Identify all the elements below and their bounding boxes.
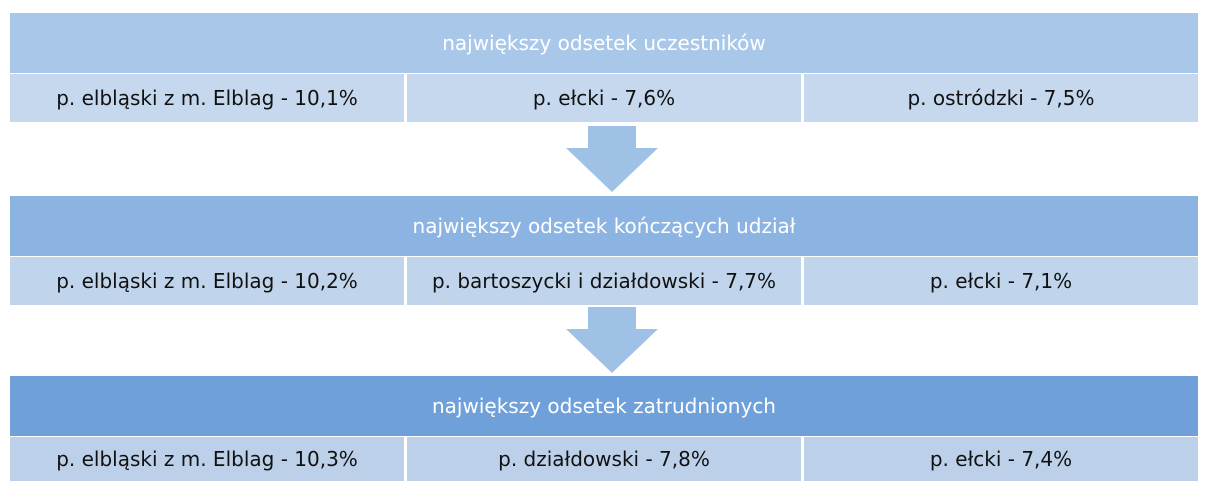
item: p. elbląski z m. Elblag - 10,1% (10, 74, 404, 122)
arrow (566, 307, 658, 373)
item: p. ełcki - 7,1% (804, 257, 1198, 305)
item: p. ełcki - 7,4% (804, 437, 1198, 481)
item: p. ostródzki - 7,5% (804, 74, 1198, 122)
item: p. elbląski z m. Elblag - 10,3% (10, 437, 404, 481)
item-row: p. elbląski z m. Elblag - 10,3% p. dział… (10, 437, 1198, 481)
item: p. elbląski z m. Elblag - 10,2% (10, 257, 404, 305)
section-title: największy odsetek kończących udział (10, 196, 1198, 256)
arrow (566, 126, 658, 192)
item: p. ełcki - 7,6% (407, 74, 801, 122)
section-title: największy odsetek zatrudnionych (10, 376, 1198, 436)
item: p. bartoszycki i działdowski - 7,7% (407, 257, 801, 305)
section-title: największy odsetek uczestników (10, 13, 1198, 73)
item: p. działdowski - 7,8% (407, 437, 801, 481)
item-row: p. elbląski z m. Elblag - 10,2% p. barto… (10, 257, 1198, 305)
item-row: p. elbląski z m. Elblag - 10,1% p. ełcki… (10, 74, 1198, 122)
